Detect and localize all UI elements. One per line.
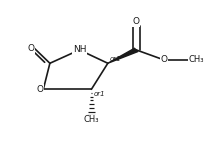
Text: O: O [28,44,35,53]
Polygon shape [108,48,138,63]
Text: or1: or1 [94,91,105,97]
Text: O: O [36,85,43,94]
Text: O: O [160,55,167,64]
Text: O: O [133,17,140,26]
Text: or1: or1 [110,56,122,62]
Text: NH: NH [73,45,86,54]
Text: CH₃: CH₃ [84,115,99,124]
Text: CH₃: CH₃ [189,55,204,64]
